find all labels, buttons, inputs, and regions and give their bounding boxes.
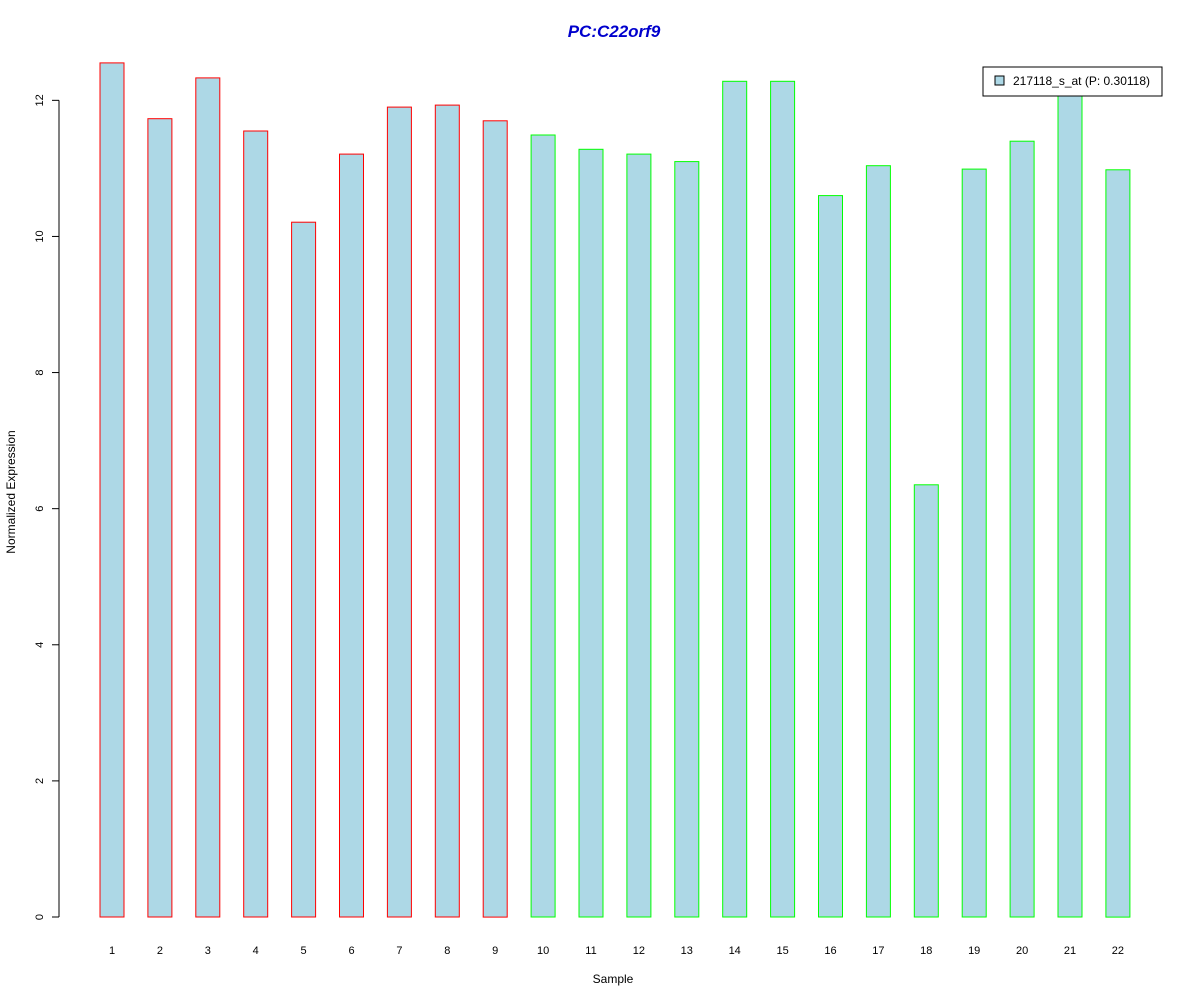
y-tick-label: 10	[34, 230, 46, 242]
y-axis: 0 2 4 6 8 10 12	[34, 94, 60, 920]
legend-swatch	[994, 75, 1005, 86]
x-axis-tick-labels: 1 2 3 4 5 6 7 8 9 10 11 12 13 14 15 16 17 18 19 20 21 22	[109, 945, 1124, 957]
x-tick-label: 15	[776, 945, 788, 957]
bar-sample-12	[626, 153, 652, 918]
bar-sample-13	[674, 161, 700, 918]
bar-sample-17	[865, 165, 891, 918]
bar-sample-9	[482, 120, 508, 918]
bar-sample-6	[339, 153, 364, 918]
x-tick-label: 11	[585, 945, 596, 957]
x-tick-label: 14	[729, 945, 741, 957]
x-tick-label: 3	[205, 945, 211, 957]
bar-sample-18	[913, 484, 939, 918]
x-tick-label: 10	[537, 945, 549, 957]
x-tick-label: 6	[348, 945, 354, 957]
bar-sample-2	[147, 118, 173, 918]
x-tick-label: 8	[444, 945, 450, 957]
x-axis-label: Sample	[593, 972, 634, 986]
x-tick-label: 13	[681, 945, 693, 957]
bar-sample-11	[578, 148, 604, 918]
x-tick-label: 16	[824, 945, 836, 957]
chart-title: PC:C22orf9	[568, 22, 661, 41]
bar-sample-21	[1057, 69, 1083, 918]
x-tick-label: 20	[1016, 945, 1028, 957]
bar-sample-4	[243, 130, 269, 918]
bars	[99, 62, 1131, 918]
x-tick-label: 19	[968, 945, 980, 957]
y-tick-label: 0	[34, 914, 46, 920]
bar-sample-19	[961, 168, 987, 918]
x-tick-label: 18	[920, 945, 932, 957]
bar-sample-1	[99, 62, 125, 918]
y-axis-label: Normalized Expression	[4, 430, 18, 553]
x-tick-label: 9	[492, 945, 498, 957]
x-tick-label: 4	[253, 945, 259, 957]
x-tick-label: 17	[872, 945, 884, 957]
y-tick-label: 4	[34, 642, 46, 648]
x-tick-label: 21	[1064, 945, 1076, 957]
bar-sample-3	[195, 77, 221, 918]
x-tick-label: 12	[633, 945, 645, 957]
legend: 217118_s_at (P: 0.30118)	[982, 66, 1163, 97]
bar-sample-10	[530, 134, 556, 918]
y-tick-label: 2	[34, 778, 46, 784]
bar-sample-7	[386, 106, 412, 918]
bar-sample-22	[1105, 169, 1131, 918]
legend-box	[982, 66, 1163, 97]
bar-sample-15	[770, 80, 796, 918]
x-tick-label: 7	[396, 945, 402, 957]
y-tick-label: 8	[34, 369, 46, 375]
y-tick-label: 6	[34, 506, 46, 512]
x-tick-label: 2	[157, 945, 163, 957]
bar-sample-14	[722, 80, 748, 918]
bar-sample-8	[434, 104, 460, 918]
x-tick-label: 5	[301, 945, 307, 957]
legend-label: 217118_s_at (P: 0.30118)	[1013, 74, 1150, 88]
y-tick-label: 12	[34, 94, 46, 106]
bar-sample-16	[818, 195, 843, 918]
x-tick-label: 22	[1112, 945, 1124, 957]
bar-sample-5	[291, 221, 317, 918]
bar-sample-20	[1009, 140, 1035, 918]
x-tick-label: 1	[109, 945, 115, 957]
